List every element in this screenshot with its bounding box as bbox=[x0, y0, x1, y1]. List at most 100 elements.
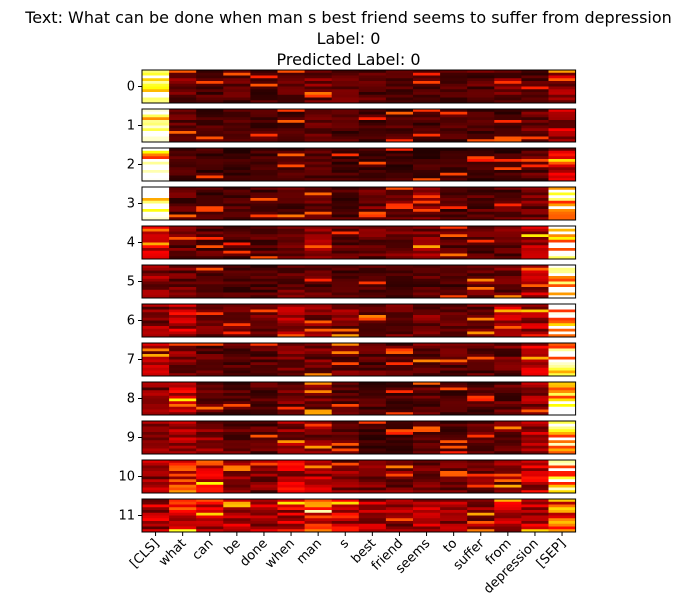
heatmap-cell bbox=[223, 161, 251, 165]
heatmap-cell bbox=[277, 120, 305, 124]
heatmap-cell bbox=[142, 423, 170, 427]
heatmap-cell bbox=[223, 128, 251, 132]
heatmap-cell bbox=[250, 253, 278, 257]
heatmap-cell bbox=[223, 248, 251, 252]
heatmap-cell bbox=[494, 228, 522, 232]
heatmap-cell bbox=[358, 443, 387, 447]
heatmap-cell bbox=[440, 97, 468, 101]
heatmap-cell bbox=[277, 250, 305, 254]
heatmap-cell bbox=[521, 72, 549, 76]
heatmap-cell bbox=[548, 490, 576, 494]
heatmap-cell bbox=[385, 401, 414, 405]
heatmap-cell bbox=[467, 476, 495, 480]
heatmap-cell bbox=[467, 125, 495, 129]
heatmap-cell bbox=[385, 345, 414, 349]
heatmap-cell bbox=[250, 167, 278, 171]
heatmap-cell bbox=[304, 504, 333, 508]
heatmap-cell bbox=[196, 83, 224, 87]
heatmap-cell bbox=[521, 382, 549, 386]
heatmap-cell bbox=[440, 359, 468, 363]
heatmap-cell bbox=[494, 465, 522, 469]
heatmap-cell bbox=[521, 367, 549, 371]
heatmap-cell bbox=[385, 128, 414, 132]
heatmap-cell bbox=[169, 367, 197, 371]
heatmap-cell bbox=[467, 78, 495, 82]
heatmap-cell bbox=[331, 434, 360, 438]
heatmap-cell bbox=[548, 304, 576, 308]
heatmap-cell bbox=[169, 111, 197, 115]
heatmap-cell bbox=[331, 289, 360, 293]
heatmap-cell bbox=[304, 343, 333, 347]
heatmap-cell bbox=[548, 109, 576, 113]
heatmap-cell bbox=[331, 362, 360, 366]
heatmap-cell bbox=[304, 284, 333, 288]
heatmap-cell bbox=[467, 354, 495, 358]
heatmap-cell bbox=[196, 484, 224, 488]
heatmap-cell bbox=[548, 404, 576, 408]
heatmap-cell bbox=[358, 265, 387, 269]
heatmap-cell bbox=[331, 326, 360, 330]
heatmap-cell bbox=[440, 192, 468, 196]
heatmap-cell bbox=[142, 214, 170, 218]
heatmap-cell bbox=[413, 504, 441, 508]
heatmap-cell bbox=[196, 343, 224, 347]
heatmap-cell bbox=[196, 295, 224, 299]
heatmap-cell bbox=[196, 482, 224, 486]
heatmap-cell bbox=[494, 237, 522, 241]
heatmap-cell bbox=[548, 237, 576, 241]
heatmap-cell bbox=[440, 178, 468, 182]
heatmap-cell bbox=[142, 170, 170, 174]
heatmap-cell bbox=[277, 156, 305, 160]
heatmap-cell bbox=[494, 250, 522, 254]
heatmap-cell bbox=[494, 139, 522, 143]
heatmap-cell bbox=[548, 351, 576, 355]
heatmap-cell bbox=[521, 136, 549, 140]
heatmap-cell bbox=[331, 100, 360, 104]
heatmap-cell bbox=[467, 117, 495, 121]
heatmap-cell bbox=[440, 214, 468, 218]
heatmap-cell bbox=[277, 128, 305, 132]
heatmap-cell bbox=[169, 120, 197, 124]
heatmap-cell bbox=[548, 267, 576, 271]
heatmap-cell bbox=[521, 315, 549, 319]
heatmap-cell bbox=[467, 373, 495, 377]
heatmap-cell bbox=[494, 284, 522, 288]
heatmap-cell bbox=[196, 499, 224, 503]
heatmap-cell bbox=[250, 460, 278, 464]
heatmap-cell bbox=[521, 487, 549, 491]
heatmap-cell bbox=[142, 234, 170, 238]
heatmap-cell bbox=[250, 359, 278, 363]
heatmap-cell bbox=[331, 317, 360, 321]
heatmap-cell bbox=[331, 384, 360, 388]
heatmap-cell bbox=[169, 499, 197, 503]
heatmap-cell bbox=[142, 476, 170, 480]
heatmap-cell bbox=[413, 164, 441, 168]
heatmap-cell bbox=[385, 94, 414, 98]
heatmap-cell bbox=[521, 159, 549, 163]
heatmap-cell bbox=[494, 270, 522, 274]
heatmap-cell bbox=[304, 114, 333, 118]
heatmap-cell bbox=[358, 479, 387, 483]
heatmap-cell bbox=[494, 289, 522, 293]
heatmap-cell bbox=[358, 499, 387, 503]
heatmap-cell bbox=[385, 156, 414, 160]
heatmap-cell bbox=[304, 150, 333, 154]
heatmap-cell bbox=[277, 94, 305, 98]
heatmap-cell bbox=[521, 139, 549, 143]
heatmap-cell bbox=[250, 515, 278, 519]
heatmap-cell bbox=[142, 150, 170, 154]
heatmap-cell bbox=[494, 83, 522, 87]
layer-panel-1 bbox=[141, 108, 577, 143]
heatmap-cell bbox=[521, 78, 549, 82]
heatmap-cell bbox=[413, 75, 441, 79]
heatmap-cell bbox=[196, 465, 224, 469]
heatmap-cell bbox=[440, 284, 468, 288]
heatmap-cell bbox=[548, 111, 576, 115]
heatmap-cell bbox=[467, 320, 495, 324]
heatmap-cell bbox=[223, 479, 251, 483]
heatmap-cell bbox=[169, 406, 197, 410]
heatmap-cell bbox=[494, 312, 522, 316]
heatmap-cell bbox=[548, 460, 576, 464]
heatmap-cell bbox=[223, 150, 251, 154]
